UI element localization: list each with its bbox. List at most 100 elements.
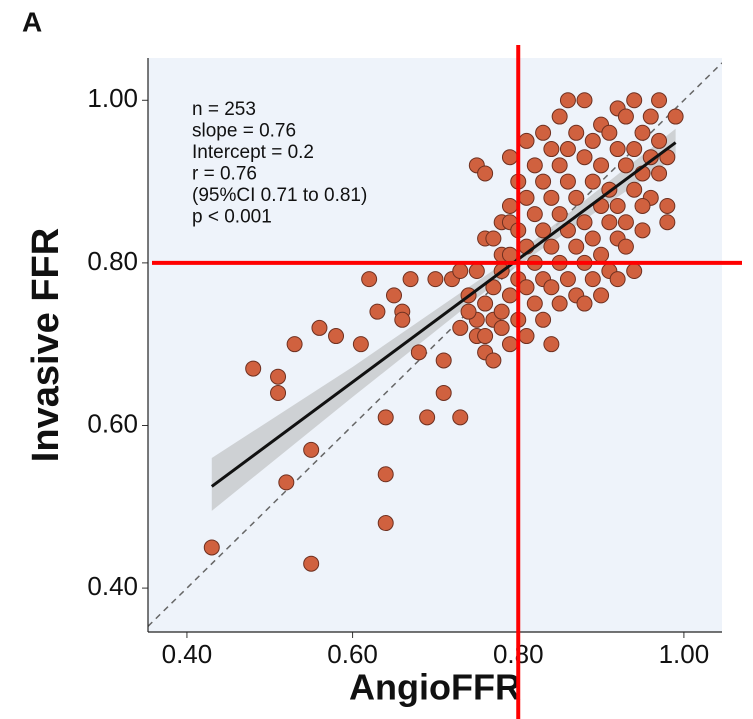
data-point xyxy=(311,319,328,336)
annotation: (95%CI 0.71 to 0.81) xyxy=(192,185,367,206)
data-point xyxy=(626,263,643,280)
data-point xyxy=(576,295,593,312)
data-point xyxy=(609,197,626,214)
data-point xyxy=(526,157,543,174)
data-point xyxy=(568,238,585,255)
data-point xyxy=(286,336,303,353)
identity-line xyxy=(148,62,722,627)
y-tick-label: 0.80 xyxy=(87,246,138,276)
data-point xyxy=(518,189,535,206)
data-point xyxy=(526,295,543,312)
data-point xyxy=(477,328,494,345)
data-point xyxy=(543,279,560,296)
data-point xyxy=(634,197,651,214)
data-point xyxy=(617,214,634,231)
data-point xyxy=(568,124,585,141)
data-point xyxy=(659,197,676,214)
data-point xyxy=(501,149,518,166)
panel-label: A xyxy=(22,6,42,37)
data-point xyxy=(419,409,436,426)
data-point xyxy=(576,214,593,231)
data-point xyxy=(518,279,535,296)
data-point xyxy=(559,173,576,190)
annotation: Intercept = 0.2 xyxy=(192,142,314,163)
data-point xyxy=(485,230,502,247)
data-point xyxy=(617,108,634,125)
data-point xyxy=(435,384,452,401)
data-point xyxy=(278,474,295,491)
data-point xyxy=(270,384,287,401)
data-point xyxy=(452,319,469,336)
data-point xyxy=(394,311,411,328)
data-point xyxy=(501,287,518,304)
plot-layer xyxy=(148,62,722,627)
data-point xyxy=(518,328,535,345)
data-point xyxy=(651,165,668,182)
confidence-band xyxy=(211,128,676,511)
data-point xyxy=(584,173,601,190)
data-point xyxy=(270,368,287,385)
data-point xyxy=(659,214,676,231)
data-point xyxy=(551,157,568,174)
data-point xyxy=(601,124,618,141)
data-point xyxy=(518,132,535,149)
data-point xyxy=(576,149,593,166)
annotation: r = 0.76 xyxy=(192,164,257,185)
data-point xyxy=(410,344,427,361)
data-point xyxy=(551,206,568,223)
data-point xyxy=(609,141,626,158)
data-point xyxy=(303,555,320,572)
data-point xyxy=(535,173,552,190)
data-point xyxy=(559,141,576,158)
data-point xyxy=(626,92,643,109)
data-point xyxy=(369,303,386,320)
x-tick-label: 1.00 xyxy=(659,639,710,669)
data-point xyxy=(452,263,469,280)
data-point xyxy=(377,466,394,483)
data-point xyxy=(435,352,452,369)
data-point xyxy=(584,132,601,149)
data-point xyxy=(535,222,552,239)
data-point xyxy=(634,222,651,239)
data-point xyxy=(543,336,560,353)
data-point xyxy=(626,141,643,158)
data-point xyxy=(543,238,560,255)
data-point xyxy=(485,279,502,296)
y-tick-label: 1.00 xyxy=(87,83,138,113)
data-point xyxy=(559,271,576,288)
data-point xyxy=(617,238,634,255)
data-point xyxy=(601,214,618,231)
data-point xyxy=(535,311,552,328)
data-point xyxy=(551,108,568,125)
data-point xyxy=(559,92,576,109)
data-point xyxy=(651,132,668,149)
data-point xyxy=(477,295,494,312)
data-point xyxy=(626,181,643,198)
y-tick-label: 0.60 xyxy=(87,408,138,438)
data-point xyxy=(402,271,419,288)
data-point xyxy=(609,271,626,288)
data-point xyxy=(377,409,394,426)
data-point xyxy=(328,328,345,345)
data-point xyxy=(593,157,610,174)
x-axis-label: AngioFFR xyxy=(349,667,521,708)
data-point xyxy=(452,409,469,426)
data-point xyxy=(526,206,543,223)
annotation: p < 0.001 xyxy=(192,207,272,228)
data-point xyxy=(543,189,560,206)
data-point xyxy=(551,295,568,312)
annotation: slope = 0.76 xyxy=(192,121,296,142)
data-point xyxy=(245,360,262,377)
data-point xyxy=(584,230,601,247)
data-point xyxy=(361,271,378,288)
y-tick-label: 0.40 xyxy=(87,571,138,601)
data-point xyxy=(642,108,659,125)
x-tick-label: 0.60 xyxy=(327,639,378,669)
data-point xyxy=(427,271,444,288)
data-point xyxy=(634,124,651,141)
data-point xyxy=(543,141,560,158)
data-point xyxy=(485,352,502,369)
data-point xyxy=(501,336,518,353)
data-point xyxy=(501,197,518,214)
